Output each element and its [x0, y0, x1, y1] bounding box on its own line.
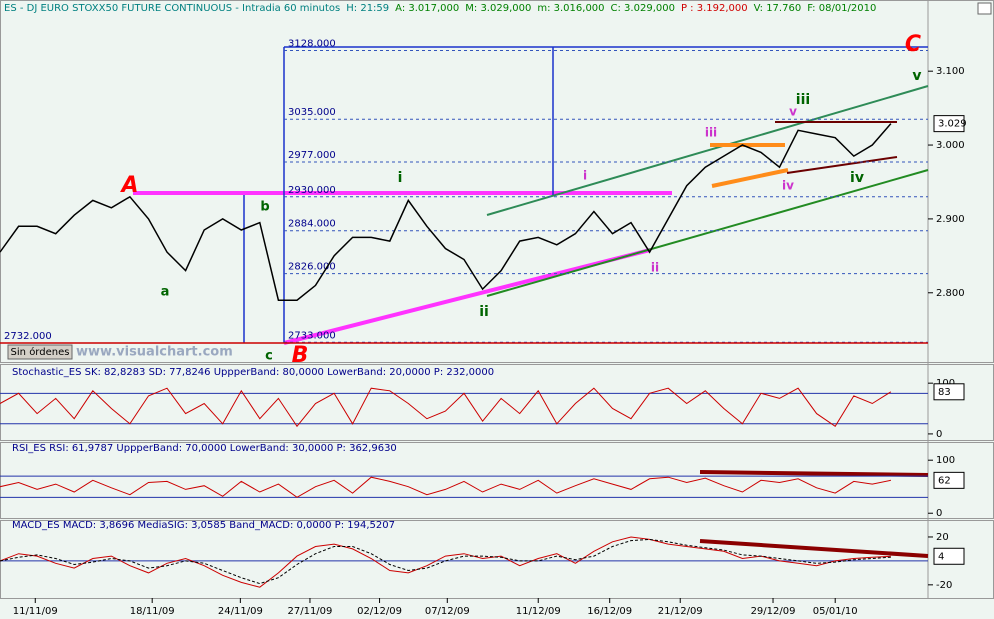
level-label: 2732.000	[4, 331, 52, 342]
header-field: ES - DJ EURO STOXX50 FUTURE CONTINUOUS -…	[4, 3, 340, 14]
series-line	[0, 536, 891, 588]
drawing-tools	[133, 46, 929, 558]
last-value-label: 62	[938, 475, 951, 486]
wave-label: ii	[479, 304, 489, 320]
x-tick-label: 24/11/09	[218, 606, 263, 617]
indicator-title: Stochastic_ES SK: 82,8283 SD: 77,8246 Up…	[12, 367, 494, 378]
wave-label: iii	[705, 126, 717, 140]
header-field: H: 21:59	[346, 3, 389, 14]
header-field: M: 3.029,000	[465, 3, 531, 14]
series-line	[0, 387, 892, 428]
last-value-label: 83	[938, 387, 951, 398]
last-value-box	[933, 383, 965, 401]
header-field: m: 3.016,000	[537, 3, 604, 14]
indicator-title: MACD_ES MACD: 3,8696 MediaSIG: 3,0585 Ba…	[12, 520, 395, 531]
x-tick-label: 07/12/09	[425, 606, 470, 617]
level-label: 2977.000	[288, 150, 336, 161]
level-label: 3128.000	[288, 39, 336, 50]
y-tick-label: -20	[936, 580, 952, 591]
wave-label: A	[119, 173, 138, 198]
wave-label: iv	[850, 170, 864, 186]
wave-label: C	[905, 32, 921, 57]
wave-label: i	[398, 170, 403, 186]
x-tick-label: 11/11/09	[13, 606, 58, 617]
level-label: 2733.000	[288, 330, 336, 341]
series-line	[0, 538, 891, 585]
wave-label: ii	[651, 261, 659, 275]
y-tick-label: 3.000	[936, 140, 965, 151]
series-line	[0, 476, 892, 498]
wave-label: v	[912, 68, 921, 84]
orders-button-label: Sin órdenes	[11, 346, 70, 358]
x-tick-label: 29/12/09	[751, 606, 796, 617]
y-tick-label: 2.800	[936, 288, 965, 299]
y-tick-label: 0	[936, 429, 942, 440]
y-tick-label: 100	[936, 455, 955, 466]
series-line	[0, 123, 892, 301]
wave-label: iii	[796, 92, 810, 108]
header-field: F: 08/01/2010	[807, 3, 876, 14]
close-box[interactable]	[977, 2, 992, 15]
wave-label: c	[265, 349, 273, 364]
last-value-label: 4	[938, 551, 944, 562]
wave-label: v	[789, 105, 797, 119]
y-tick-label: 0	[936, 508, 942, 519]
watermark: www.visualchart.com	[76, 345, 233, 360]
header-field: V: 17.760	[754, 3, 802, 14]
y-tick-label: 3.100	[936, 66, 965, 77]
wave-label: i	[583, 169, 587, 183]
header-field: P : 3.192,000	[681, 3, 748, 14]
wave-label: a	[161, 285, 170, 300]
last-value-label: 3.029	[938, 119, 967, 130]
level-label: 2826.000	[288, 262, 336, 273]
wave-label: b	[260, 200, 269, 215]
header: ES - DJ EURO STOXX50 FUTURE CONTINUOUS -…	[4, 3, 876, 14]
level-label: 2884.000	[288, 219, 336, 230]
level-label: 2930.000	[288, 185, 336, 196]
last-value-box	[933, 115, 965, 133]
wave-label: B	[292, 343, 309, 368]
x-tick-label: 02/12/09	[357, 606, 402, 617]
last-value-box	[933, 547, 965, 565]
x-tick-label: 16/12/09	[587, 606, 632, 617]
x-tick-label: 27/11/09	[287, 606, 332, 617]
y-tick-label: 2.900	[936, 214, 965, 225]
x-tick-label: 18/11/09	[130, 606, 175, 617]
wave-label: iv	[782, 179, 794, 193]
header-field: C: 3.029,000	[611, 3, 675, 14]
orders-button[interactable]	[7, 344, 73, 360]
level-label: 3035.000	[288, 107, 336, 118]
header-field: A: 3.017,000	[395, 3, 459, 14]
x-tick-label: 11/12/09	[516, 606, 561, 617]
x-tick-label: 05/01/10	[813, 606, 858, 617]
indicator-title: RSI_ES RSI: 61,9787 UppperBand: 70,0000 …	[12, 443, 397, 454]
last-value-box	[933, 471, 965, 489]
y-tick-label: 20	[936, 532, 949, 543]
x-tick-label: 21/12/09	[658, 606, 703, 617]
